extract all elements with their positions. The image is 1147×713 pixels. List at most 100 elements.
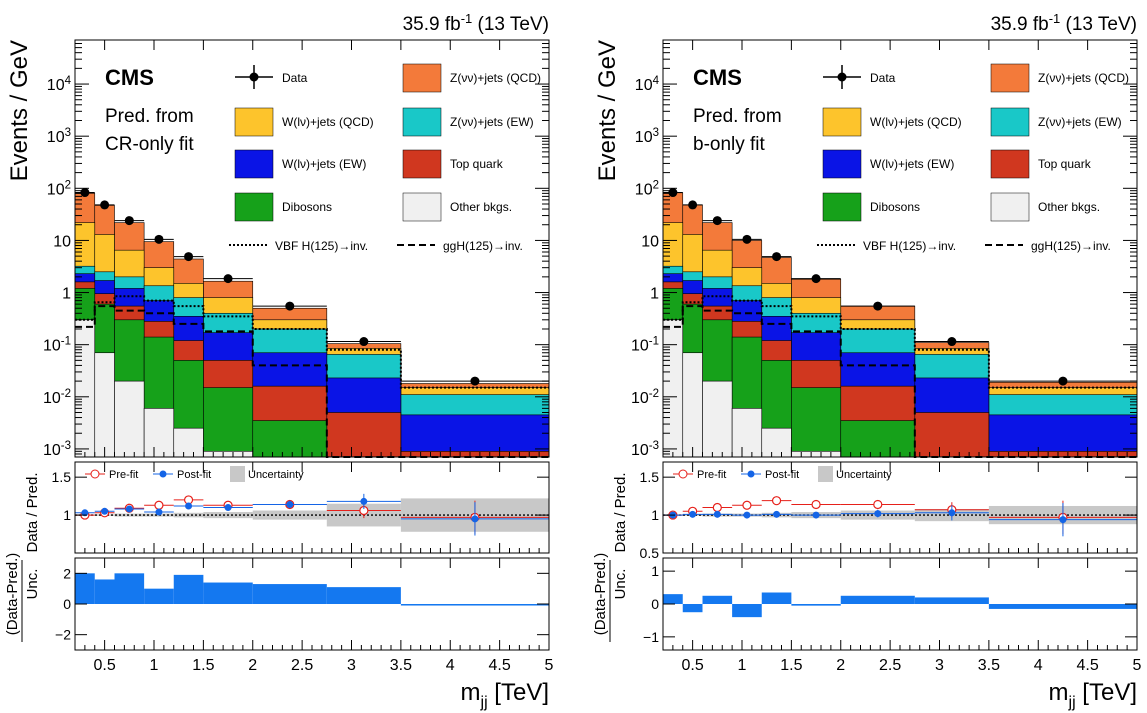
pull-y-tick-label: 1 (651, 563, 659, 579)
x-tick-label: 4 (446, 657, 455, 674)
x-tick-label: 5 (545, 657, 554, 674)
legend-uncertainty-box (818, 466, 833, 482)
x-tick-label: 3.5 (390, 657, 412, 674)
legend-postfit-marker (747, 470, 755, 478)
uncertainty-band (252, 510, 327, 520)
data-point (184, 252, 194, 262)
pull-y-tick-label: −1 (643, 629, 659, 645)
data-point (811, 274, 821, 284)
x-tick-label: 3 (347, 657, 356, 674)
x-tick-label: 0.5 (682, 657, 704, 674)
y-tick-label: 1 (62, 286, 71, 303)
pull-bar (761, 592, 792, 604)
pull-y-axis-title-den: Unc. (612, 569, 629, 600)
legend-ggh-label: ggH(125)→inv. (1031, 239, 1111, 253)
bar-other (74, 319, 96, 458)
legend-dibosons-box (822, 192, 862, 222)
pull-bar (732, 604, 762, 618)
legend-uncertainty-label: Uncertainty (248, 469, 304, 481)
x-tick-label: 2.5 (291, 657, 313, 674)
lumi-label: 35.9 fb-1 (13 TeV) (991, 11, 1137, 35)
data-point (1058, 376, 1068, 386)
data-point (223, 274, 233, 284)
bar-other (682, 352, 703, 458)
bar-top (326, 412, 402, 458)
legend-wlv-ew-box (822, 149, 862, 179)
bar-other (702, 380, 733, 458)
postfit-point (101, 507, 109, 515)
y-tick-label: 104 (635, 75, 660, 94)
prefit-point (771, 496, 782, 506)
x-tick-label: 2 (836, 657, 845, 674)
data-point (80, 188, 90, 198)
pull-bar (702, 595, 733, 604)
ratio-y-tick-label: 1.5 (52, 469, 72, 485)
bar-dibosons (840, 420, 916, 458)
ggh-signal-line (75, 305, 549, 458)
bar-dibosons (791, 387, 842, 458)
ratio-y-tick-label: 1 (651, 507, 659, 523)
x-tick-label: 1.5 (780, 657, 802, 674)
ratio-y-tick-label: 0.5 (640, 545, 660, 561)
legend-wlv-qcd-label: W(lν)+jets (QCD) (282, 115, 374, 129)
legend-postfit-marker (159, 470, 167, 478)
x-tick-label: 4.5 (1077, 657, 1099, 674)
pull-y-tick-label: 2 (63, 565, 71, 581)
postfit-point (360, 497, 368, 505)
y-axis-title: Events / GeV (6, 40, 33, 181)
data-point (688, 200, 698, 210)
data-point (772, 252, 782, 262)
legend-postfit-label: Post-fit (765, 469, 799, 481)
postfit-point (874, 510, 882, 518)
pull-bar (144, 588, 174, 604)
legend-zvv-qcd-label: Z(νν)+jets (QCD) (1038, 71, 1129, 85)
legend-zvv-qcd-box (990, 63, 1030, 93)
legend-data-label: Data (870, 71, 896, 85)
postfit-point (286, 500, 294, 508)
legend-zvv-ew-label: Z(νν)+jets (EW) (450, 115, 534, 129)
data-point (947, 337, 957, 347)
bar-other (173, 427, 204, 458)
cms-label: CMS (693, 65, 742, 90)
legend-other-label: Other bkgs. (1038, 200, 1100, 214)
legend-dibosons-label: Dibosons (282, 200, 332, 214)
postfit-point (743, 511, 751, 519)
legend-wlv-qcd-label: W(lν)+jets (QCD) (870, 115, 962, 129)
y-tick-label: 10-1 (631, 336, 659, 355)
legend-zvv-ew-box (402, 107, 442, 137)
y-tick-label: 103 (635, 127, 659, 146)
legend-wlv-qcd-box (234, 107, 274, 137)
legend-other-box (402, 192, 442, 222)
pull-bar (663, 594, 683, 604)
legend-top-box (990, 149, 1030, 179)
data-point (359, 337, 369, 347)
data-point (712, 216, 722, 226)
pull-y-tick-label: 0 (63, 596, 71, 612)
ratio-y-tick-label: 1.5 (640, 469, 660, 485)
legend-ggh-label: ggH(125)→inv. (443, 239, 523, 253)
pred-from-label-1: Pred. from (693, 106, 782, 127)
legend-wlv-ew-box (234, 149, 274, 179)
x-tick-label: 4.5 (489, 657, 511, 674)
legend-dibosons-box (234, 192, 274, 222)
prefit-point (154, 500, 164, 510)
postfit-point (81, 509, 89, 517)
legend-wlv-qcd-box (822, 107, 862, 137)
pred-from-label-2: b-only fit (693, 134, 766, 155)
y-tick-label: 103 (47, 127, 71, 146)
pull-y-axis-title-num: (Data-Pred.) (592, 553, 609, 636)
postfit-point (713, 510, 721, 518)
ratio-y-axis-title: Data / Pred. (612, 472, 629, 552)
vbf-signal-line (75, 295, 549, 389)
legend-data-label: Data (282, 71, 308, 85)
pull-y-axis-title-num: (Data-Pred.) (4, 553, 21, 636)
legend-top-box (402, 149, 442, 179)
pull-bar (400, 604, 549, 606)
pull-bar (75, 573, 95, 604)
x-tick-label: 4 (1034, 657, 1043, 674)
legend-zvv-qcd-label: Z(νν)+jets (QCD) (450, 71, 541, 85)
legend-prefit-marker (678, 469, 688, 479)
prefit-point (712, 502, 722, 513)
data-point (124, 216, 134, 226)
